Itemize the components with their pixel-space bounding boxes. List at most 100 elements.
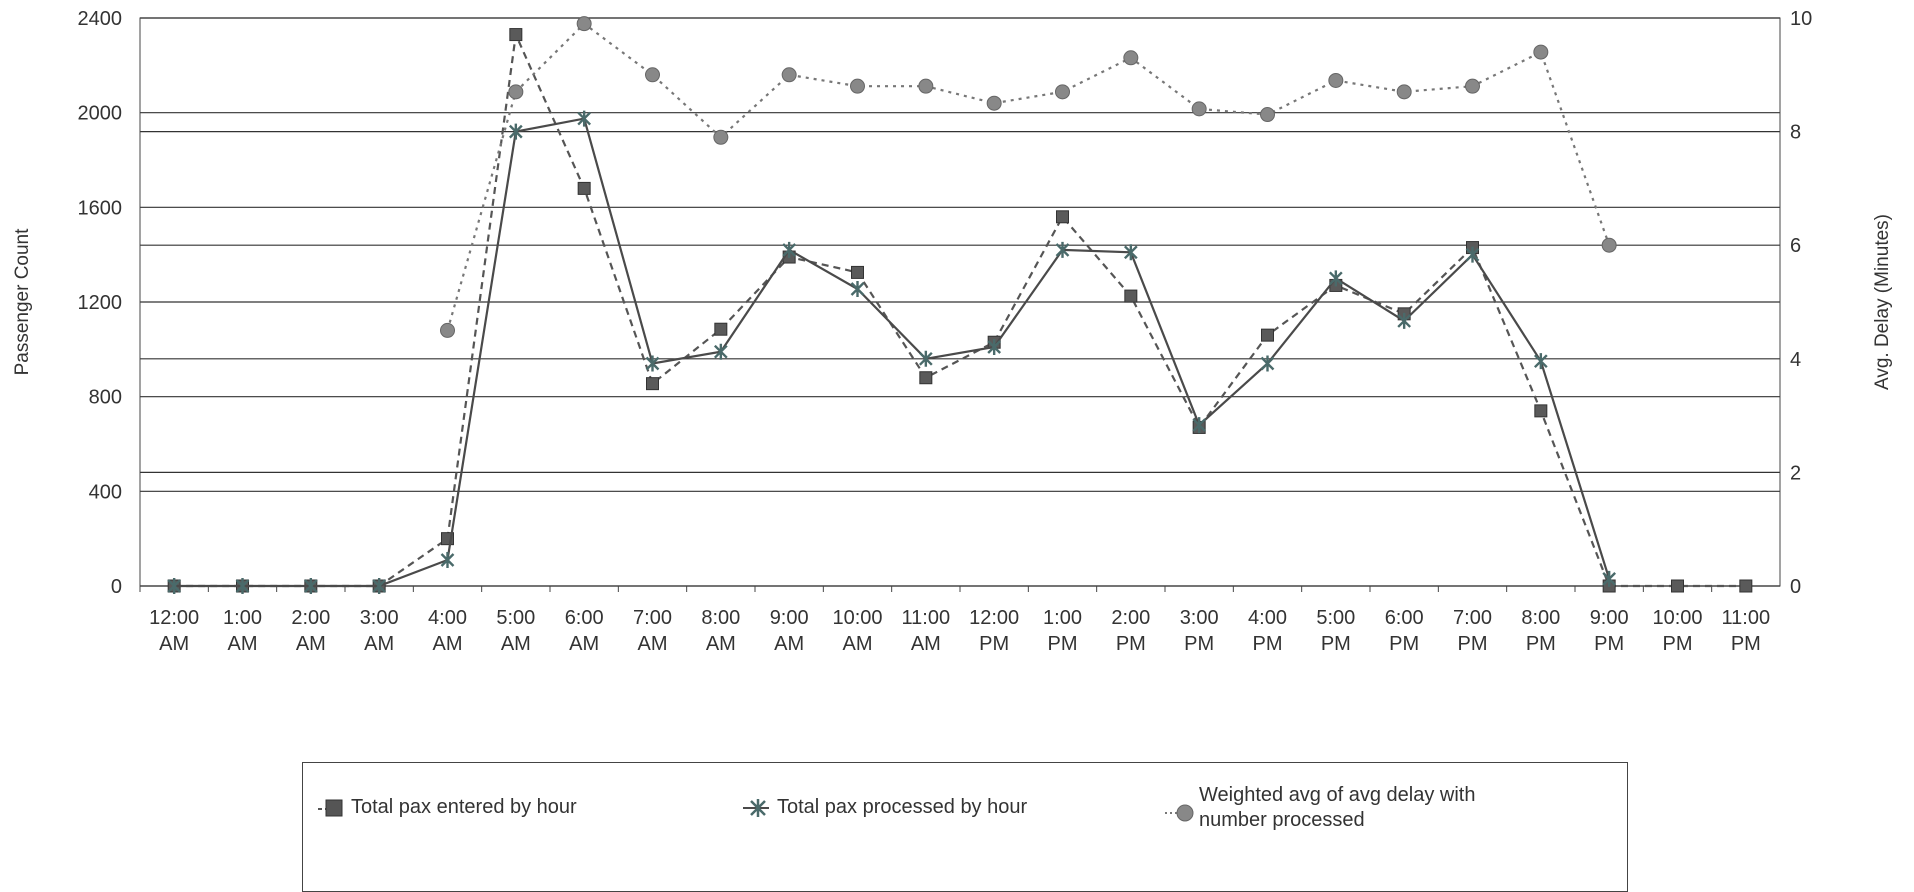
data-point-star — [235, 578, 250, 594]
data-point-star — [1465, 246, 1480, 263]
data-point-circle — [1465, 78, 1480, 94]
x-tick-label: 6:00 — [1385, 607, 1424, 629]
legend-marker-circle — [1165, 804, 1194, 822]
data-point-circle — [508, 84, 524, 100]
x-tick-label: AM — [911, 633, 941, 655]
legend-label: Weighted avg of avg delay with number pr… — [1199, 783, 1475, 833]
data-point-star — [850, 280, 865, 297]
data-point-star — [1397, 312, 1412, 329]
x-tick-label: 8:00 — [701, 607, 740, 629]
y2-tick-label: 4 — [1790, 349, 1801, 371]
legend: Total pax entered by hour Total pax proc… — [302, 762, 1628, 892]
y2-tick-label: 8 — [1790, 122, 1801, 144]
x-axis-ticks: 12:00 AM 1:00 AM 2:00 AM 3:00 AM 4:00 AM 5:00 AM 6:0… — [139, 586, 1770, 655]
legend-item-delay: Weighted avg of avg delay with number pr… — [1165, 783, 1475, 833]
data-point-star — [1055, 241, 1070, 258]
data-point-circle — [645, 67, 660, 83]
y-tick-label: 0 — [111, 576, 122, 598]
series-line — [174, 30, 1746, 588]
x-tick-label: PM — [1663, 633, 1693, 655]
data-point-circle — [1055, 84, 1070, 100]
legend-item-entered: Total pax entered by hour — [317, 795, 577, 820]
y-axis-right-title: Avg. Delay (Minutes) — [1872, 214, 1893, 390]
data-point-square — [1671, 579, 1684, 593]
x-tick-label: AM — [501, 633, 531, 655]
y2-tick-label: 2 — [1790, 462, 1801, 484]
x-tick-label: 2:00 — [1111, 607, 1150, 629]
data-point-square — [646, 377, 659, 391]
data-point-star — [1602, 570, 1617, 587]
y-axis-right-ticks: 0 2 4 6 8 10 — [1790, 8, 1812, 598]
y-axis-left-title: Passenger Count — [12, 228, 33, 376]
x-tick-label: PM — [1321, 633, 1351, 655]
data-point-star — [1260, 355, 1275, 372]
x-tick-label: 12:00 — [149, 607, 199, 629]
x-tick-label: AM — [364, 633, 394, 655]
y-tick-label: 2400 — [78, 8, 123, 30]
series-line — [446, 22, 1611, 331]
x-tick-label: PM — [979, 633, 1009, 655]
data-point-square — [1056, 210, 1069, 224]
x-tick-label: 9:00 — [770, 607, 809, 629]
x-tick-label: AM — [296, 633, 326, 655]
x-tick-label: 3:00 — [360, 607, 399, 629]
data-point-circle — [850, 78, 865, 94]
data-point-star — [1192, 417, 1207, 434]
data-point-star — [1533, 353, 1548, 370]
legend-label-line: number processed — [1199, 809, 1365, 831]
data-point-star — [167, 578, 182, 594]
data-point-star — [987, 338, 1002, 355]
data-point-star — [782, 241, 797, 258]
data-point-star — [1123, 244, 1138, 261]
data-point-circle — [1191, 101, 1207, 117]
x-tick-label: 4:00 — [428, 607, 467, 629]
x-tick-label: AM — [569, 633, 599, 655]
series-layer — [167, 16, 1753, 594]
data-point-square — [1739, 579, 1753, 593]
data-point-circle — [713, 129, 729, 145]
x-tick-label: AM — [706, 633, 736, 655]
data-point-circle — [1533, 44, 1549, 60]
series-line — [174, 117, 1611, 588]
x-tick-label: 12:00 — [969, 607, 1019, 629]
x-tick-label: PM — [1526, 633, 1556, 655]
y-tick-label: 1200 — [78, 292, 123, 314]
data-point-star — [713, 343, 728, 360]
x-tick-label: PM — [1731, 633, 1761, 655]
x-tick-label: 6:00 — [565, 607, 604, 629]
y-tick-label: 800 — [89, 387, 122, 409]
data-point-star — [577, 110, 592, 127]
data-point-circle — [986, 95, 1002, 111]
data-point-square — [509, 28, 523, 42]
data-point-star — [303, 578, 318, 594]
x-tick-label: 8:00 — [1521, 607, 1560, 629]
y-tick-label: 2000 — [78, 103, 123, 125]
x-tick-label: PM — [1048, 633, 1078, 655]
data-point-circle — [918, 78, 934, 94]
data-point-square — [1124, 289, 1138, 303]
data-point-square — [577, 181, 591, 195]
x-tick-label: 1:00 — [1043, 607, 1082, 629]
data-point-circle — [1123, 50, 1139, 66]
legend-marker-square — [318, 799, 343, 816]
data-point-square — [1534, 404, 1548, 418]
x-tick-label: AM — [638, 633, 668, 655]
data-point-circle — [781, 67, 797, 83]
data-point-square — [851, 265, 864, 279]
x-tick-label: 9:00 — [1590, 607, 1629, 629]
y-tick-label: 400 — [89, 481, 122, 503]
data-point-circle — [440, 322, 455, 338]
legend-marker-star — [743, 798, 769, 817]
data-point-circle — [1328, 72, 1344, 88]
data-point-circle — [1260, 107, 1275, 123]
series-2 — [167, 110, 1617, 594]
data-point-star — [508, 123, 523, 140]
x-tick-label: AM — [159, 633, 189, 655]
x-tick-label: 11:00 — [902, 607, 951, 629]
legend-label-line: Weighted avg of avg delay with — [1199, 784, 1476, 806]
x-tick-label: 7:00 — [1453, 607, 1492, 629]
x-tick-label: 5:00 — [1316, 607, 1355, 629]
x-tick-label: 3:00 — [1180, 607, 1219, 629]
x-tick-label: PM — [1389, 633, 1419, 655]
